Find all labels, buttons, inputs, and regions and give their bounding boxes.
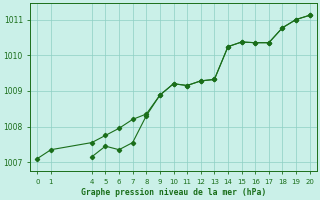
X-axis label: Graphe pression niveau de la mer (hPa): Graphe pression niveau de la mer (hPa) bbox=[81, 188, 266, 197]
